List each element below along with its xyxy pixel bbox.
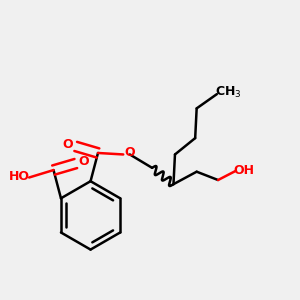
Text: O: O [124, 146, 135, 160]
Text: O: O [78, 155, 89, 168]
Text: CH$_3$: CH$_3$ [215, 85, 242, 100]
Text: OH: OH [234, 164, 255, 177]
Text: HO: HO [9, 170, 30, 183]
Text: O: O [63, 138, 73, 151]
